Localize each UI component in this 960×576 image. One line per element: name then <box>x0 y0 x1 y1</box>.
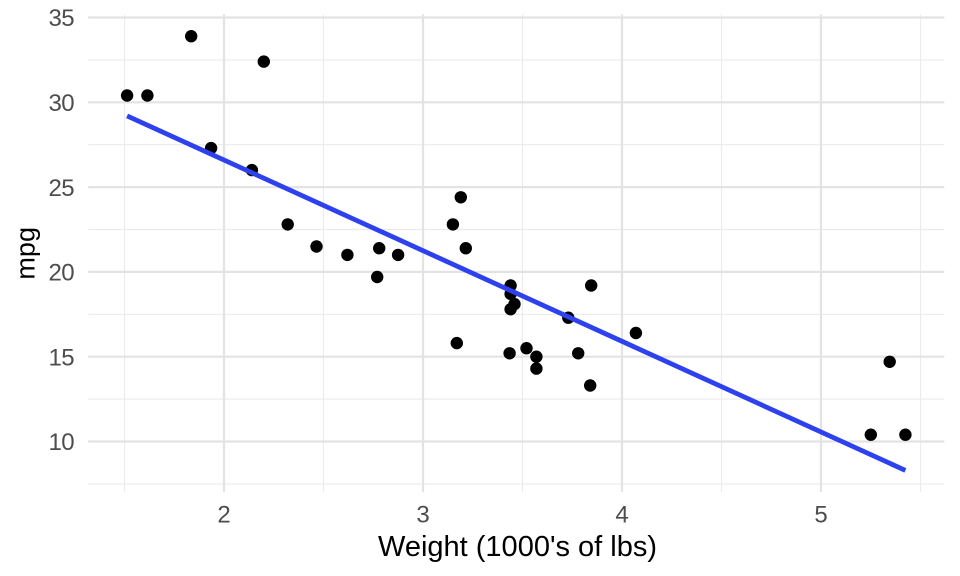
svg-text:30: 30 <box>49 90 75 117</box>
svg-text:15: 15 <box>49 344 75 371</box>
svg-text:5: 5 <box>814 502 827 529</box>
svg-text:10: 10 <box>49 429 75 456</box>
svg-text:35: 35 <box>49 5 75 32</box>
svg-text:4: 4 <box>615 502 628 529</box>
svg-text:2: 2 <box>217 502 230 529</box>
svg-text:20: 20 <box>49 260 75 287</box>
svg-text:mpg: mpg <box>11 227 41 280</box>
svg-text:25: 25 <box>49 175 75 202</box>
svg-text:3: 3 <box>416 502 429 529</box>
svg-text:Weight (1000's of lbs): Weight (1000's of lbs) <box>378 531 657 563</box>
